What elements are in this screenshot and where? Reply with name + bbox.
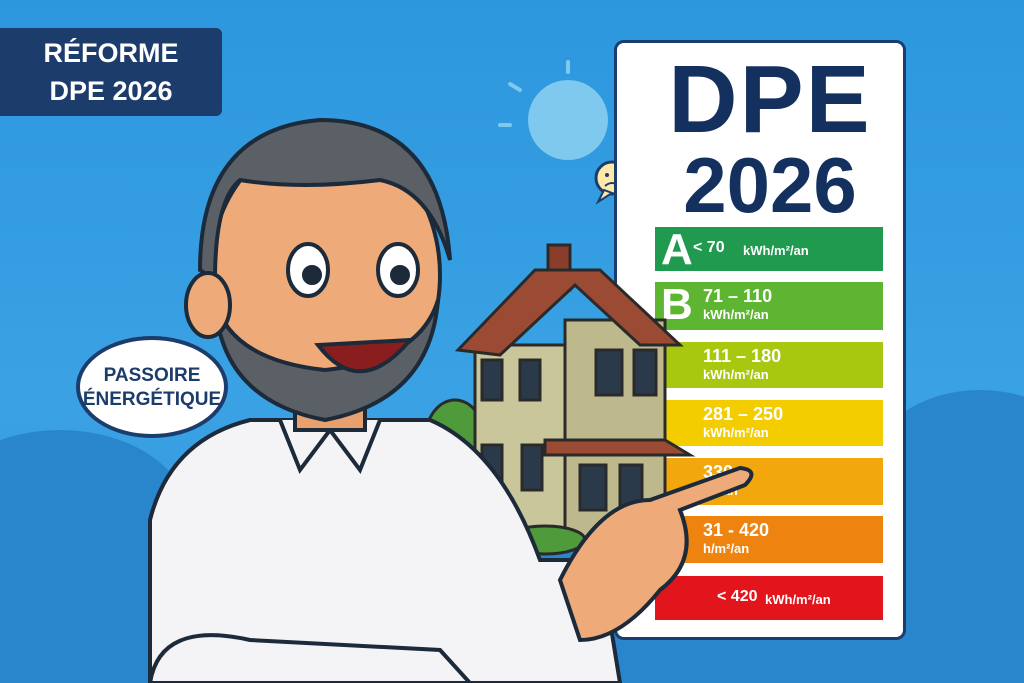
energy-class-bar: 281 – 250 kWh/m²/an [655,400,883,446]
class-range: 281 – 250 [703,404,784,424]
energy-class-bar: 31 - 420 h/m²/an [655,516,883,563]
badge-line1: RÉFORME [43,38,179,68]
bubble-line1: PASSOIRE [103,365,201,386]
class-unit: kWh/m²/an [765,592,831,607]
man-pointing-illustration [147,117,754,683]
class-letter: A [661,225,693,274]
dpe-title: DPE [668,46,872,153]
badge-line2: DPE 2026 [49,76,173,106]
class-range: < 420 [717,588,758,605]
class-range: 71 – 110 [703,286,773,306]
class-range: < 70 [693,239,725,256]
class-unit: kWh/m²/an [703,425,769,440]
class-unit: kWh/m²/an [703,307,769,322]
class-range: 31 - 420 [703,520,770,540]
class-range: 111 – 180 [703,346,782,366]
passoire-speech-bubble: PASSOIRE ÉNERGÉTIQUE [76,336,228,438]
energy-class-bar: A < 70 kWh/m²/an [655,225,883,274]
energy-class-bar: B 71 – 110 kWh/m²/an [655,282,883,330]
class-unit: h/m²/an [703,541,750,556]
class-unit: kWh/m²/an [743,243,809,258]
class-unit: kWh/m²/an [703,367,769,382]
energy-class-bar: 111 – 180 kWh/m²/an [655,342,883,388]
bubble-line2: ÉNERGÉTIQUE [82,389,222,410]
dpe-year: 2026 [683,141,857,229]
energy-class-bar: < 420 kWh/m²/an [655,576,883,620]
reform-badge: RÉFORME DPE 2026 [0,28,222,116]
